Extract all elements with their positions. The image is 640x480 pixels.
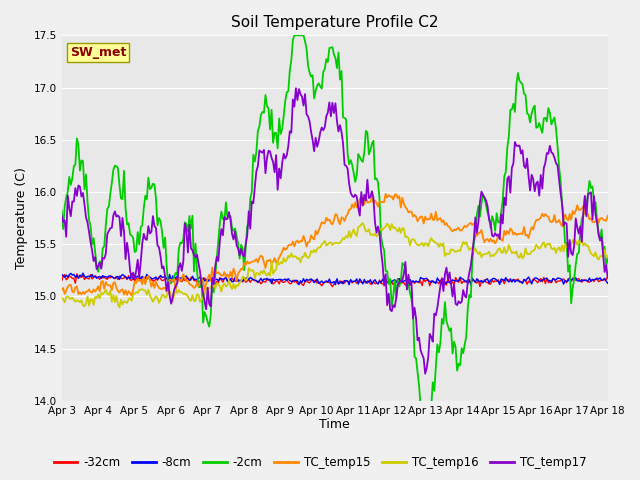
-8cm	[298, 279, 306, 285]
-32cm	[222, 274, 230, 280]
TC_temp17	[604, 275, 612, 280]
-8cm	[79, 270, 87, 276]
-32cm	[241, 276, 248, 282]
Line: -8cm: -8cm	[61, 273, 608, 285]
-2cm	[417, 403, 424, 409]
-32cm	[298, 281, 306, 287]
Title: Soil Temperature Profile C2: Soil Temperature Profile C2	[231, 15, 438, 30]
-8cm	[126, 276, 134, 281]
TC_temp17	[125, 251, 132, 257]
TC_temp15	[58, 288, 65, 293]
TC_temp15	[125, 288, 132, 294]
-2cm	[291, 33, 298, 38]
-2cm	[125, 220, 132, 226]
Legend: -32cm, -8cm, -2cm, TC_temp15, TC_temp16, TC_temp17: -32cm, -8cm, -2cm, TC_temp15, TC_temp16,…	[49, 452, 591, 474]
TC_temp16	[116, 304, 124, 310]
TC_temp16	[58, 295, 65, 300]
-32cm	[58, 278, 65, 284]
Line: TC_temp17: TC_temp17	[61, 88, 608, 373]
TC_temp16	[298, 254, 306, 260]
TC_temp17	[248, 199, 255, 204]
TC_temp15	[604, 213, 612, 219]
-2cm	[221, 217, 228, 223]
TC_temp16	[222, 284, 230, 289]
-32cm	[126, 277, 134, 283]
TC_temp17	[58, 213, 65, 218]
X-axis label: Time: Time	[319, 419, 350, 432]
TC_temp17	[298, 94, 306, 99]
Text: SW_met: SW_met	[70, 46, 126, 60]
TC_temp16	[359, 220, 367, 226]
-2cm	[58, 208, 65, 214]
Line: -2cm: -2cm	[61, 36, 608, 406]
TC_temp15	[222, 274, 230, 280]
TC_temp17	[221, 214, 228, 220]
TC_temp17	[292, 85, 300, 91]
TC_temp16	[250, 267, 257, 273]
TC_temp15	[577, 207, 584, 213]
TC_temp15	[128, 293, 136, 299]
Line: TC_temp16: TC_temp16	[61, 223, 608, 307]
Y-axis label: Temperature (C): Temperature (C)	[15, 167, 28, 269]
TC_temp17	[239, 252, 246, 258]
-32cm	[604, 274, 612, 279]
-32cm	[250, 277, 257, 283]
-2cm	[604, 256, 612, 262]
-2cm	[248, 189, 255, 194]
-8cm	[58, 272, 65, 277]
TC_temp16	[577, 240, 584, 246]
Line: TC_temp15: TC_temp15	[61, 194, 608, 296]
-2cm	[298, 33, 306, 38]
TC_temp15	[382, 191, 390, 197]
-8cm	[577, 278, 584, 284]
TC_temp17	[421, 371, 429, 376]
TC_temp16	[241, 275, 248, 280]
TC_temp16	[126, 295, 134, 301]
TC_temp17	[577, 223, 584, 229]
-8cm	[222, 275, 230, 280]
Line: -32cm: -32cm	[61, 274, 608, 287]
-8cm	[604, 280, 612, 286]
-32cm	[328, 284, 336, 289]
TC_temp15	[241, 260, 248, 266]
TC_temp15	[250, 259, 257, 264]
-8cm	[467, 282, 475, 288]
-8cm	[241, 276, 248, 281]
-2cm	[577, 228, 584, 234]
TC_temp16	[604, 253, 612, 259]
-32cm	[577, 278, 584, 284]
-8cm	[250, 276, 257, 282]
-2cm	[239, 246, 246, 252]
TC_temp15	[298, 239, 306, 244]
-32cm	[73, 271, 81, 277]
